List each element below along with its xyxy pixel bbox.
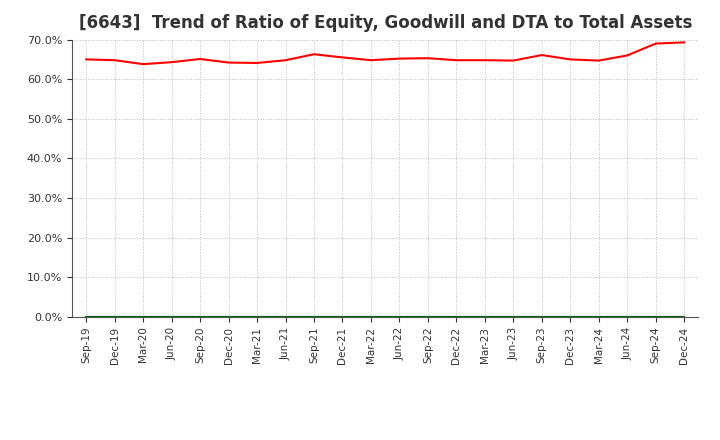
Goodwill — [225, 314, 233, 319]
Deferred Tax Assets — [509, 314, 518, 319]
Deferred Tax Assets — [310, 314, 318, 319]
Deferred Tax Assets — [480, 314, 489, 319]
Deferred Tax Assets — [680, 314, 688, 319]
Goodwill — [338, 314, 347, 319]
Equity — [225, 60, 233, 65]
Equity — [82, 57, 91, 62]
Equity — [110, 58, 119, 63]
Goodwill — [82, 314, 91, 319]
Equity — [566, 57, 575, 62]
Goodwill — [310, 314, 318, 319]
Goodwill — [680, 314, 688, 319]
Deferred Tax Assets — [282, 314, 290, 319]
Goodwill — [395, 314, 404, 319]
Deferred Tax Assets — [537, 314, 546, 319]
Equity — [452, 58, 461, 63]
Goodwill — [537, 314, 546, 319]
Goodwill — [423, 314, 432, 319]
Goodwill — [196, 314, 204, 319]
Deferred Tax Assets — [338, 314, 347, 319]
Goodwill — [480, 314, 489, 319]
Deferred Tax Assets — [225, 314, 233, 319]
Goodwill — [110, 314, 119, 319]
Equity — [310, 51, 318, 57]
Deferred Tax Assets — [652, 314, 660, 319]
Goodwill — [509, 314, 518, 319]
Goodwill — [566, 314, 575, 319]
Deferred Tax Assets — [452, 314, 461, 319]
Deferred Tax Assets — [423, 314, 432, 319]
Deferred Tax Assets — [110, 314, 119, 319]
Goodwill — [167, 314, 176, 319]
Equity — [167, 59, 176, 65]
Equity — [595, 58, 603, 63]
Goodwill — [139, 314, 148, 319]
Equity — [480, 58, 489, 63]
Equity — [395, 56, 404, 61]
Equity — [253, 60, 261, 66]
Deferred Tax Assets — [623, 314, 631, 319]
Goodwill — [595, 314, 603, 319]
Equity — [652, 41, 660, 46]
Deferred Tax Assets — [566, 314, 575, 319]
Equity — [623, 53, 631, 58]
Equity — [282, 58, 290, 63]
Equity — [139, 62, 148, 67]
Deferred Tax Assets — [167, 314, 176, 319]
Equity — [537, 52, 546, 58]
Equity — [366, 58, 375, 63]
Goodwill — [253, 314, 261, 319]
Goodwill — [623, 314, 631, 319]
Goodwill — [366, 314, 375, 319]
Deferred Tax Assets — [139, 314, 148, 319]
Goodwill — [282, 314, 290, 319]
Deferred Tax Assets — [366, 314, 375, 319]
Equity — [338, 55, 347, 60]
Equity — [680, 40, 688, 45]
Deferred Tax Assets — [253, 314, 261, 319]
Deferred Tax Assets — [82, 314, 91, 319]
Line: Equity: Equity — [86, 42, 684, 64]
Title: [6643]  Trend of Ratio of Equity, Goodwill and DTA to Total Assets: [6643] Trend of Ratio of Equity, Goodwil… — [78, 15, 692, 33]
Goodwill — [452, 314, 461, 319]
Deferred Tax Assets — [395, 314, 404, 319]
Equity — [423, 55, 432, 61]
Equity — [196, 56, 204, 62]
Deferred Tax Assets — [595, 314, 603, 319]
Deferred Tax Assets — [196, 314, 204, 319]
Equity — [509, 58, 518, 63]
Goodwill — [652, 314, 660, 319]
